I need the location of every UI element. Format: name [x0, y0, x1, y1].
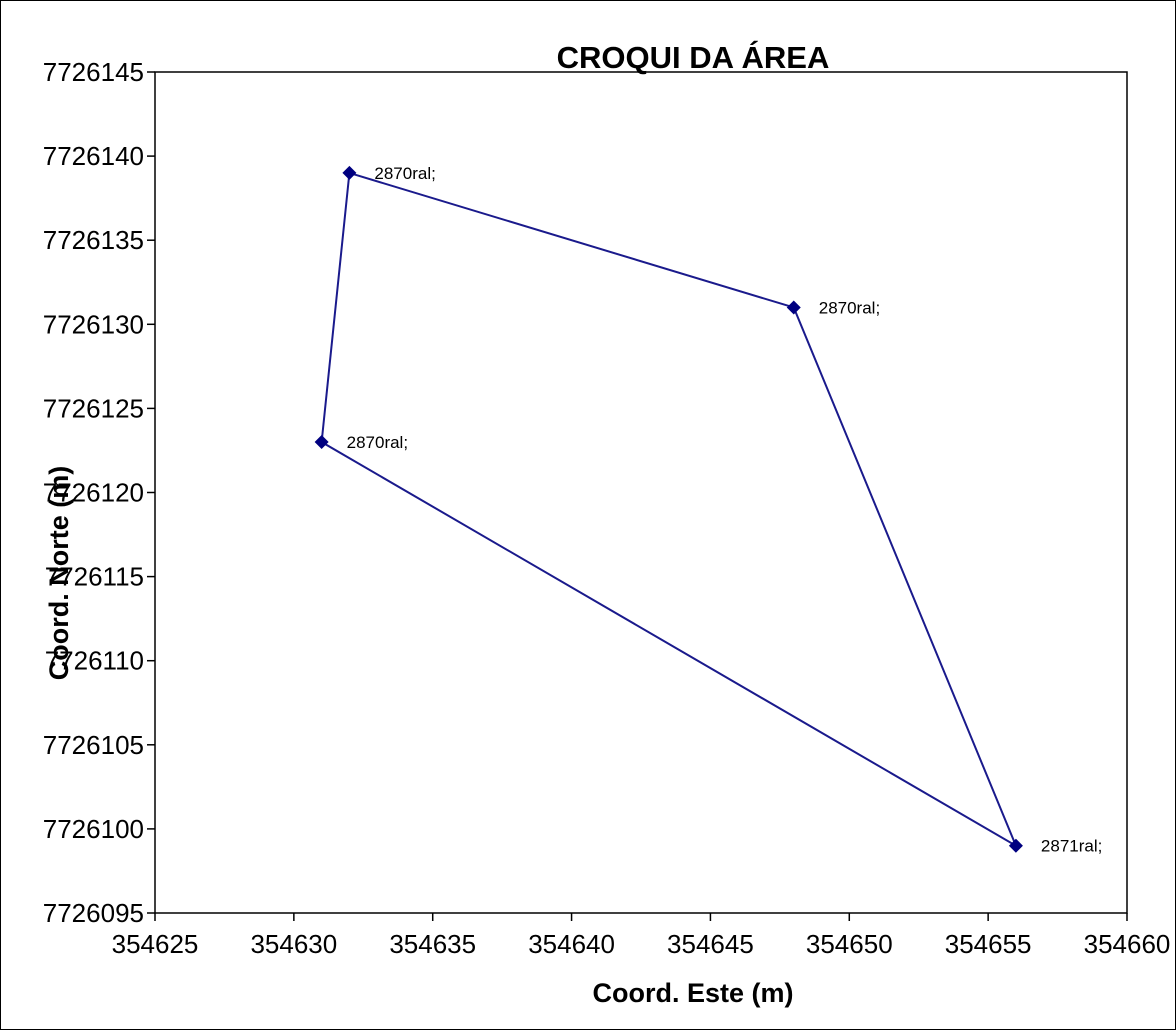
x-axis-ticks: 354625 354630 354635 354640 354645 354650 3546… — [112, 913, 1171, 959]
data-point-marker — [314, 435, 329, 450]
x-tick-label: 354655 — [945, 929, 1032, 959]
x-tick-label: 354625 — [112, 929, 199, 959]
y-tick-label: 7726115 — [45, 562, 144, 592]
y-tick-label: 7726095 — [43, 898, 144, 928]
data-point-label: 2871ral; — [1041, 837, 1102, 856]
x-tick-label: 354630 — [250, 929, 337, 959]
y-tick-label: 7726105 — [43, 730, 144, 760]
data-point-label: 2870ral; — [819, 298, 880, 317]
data-point-marker — [786, 300, 801, 315]
data-point-label: 2870ral; — [347, 433, 408, 452]
plot-area — [154, 71, 1128, 914]
y-tick-label: 7726130 — [43, 309, 144, 339]
data-points: 2870ral; 2870ral; 2871ral; 2870ral; — [314, 164, 1102, 856]
x-tick-label: 354635 — [389, 929, 476, 959]
y-tick-label: 7726100 — [43, 814, 144, 844]
y-axis-label: Coord. Norte (m) — [44, 466, 74, 680]
area-polygon — [320, 171, 1018, 849]
x-tick-label: 354640 — [528, 929, 615, 959]
data-point-label: 2870ral; — [374, 164, 435, 183]
y-tick-label: 7726125 — [43, 393, 144, 423]
x-tick-label: 354650 — [806, 929, 893, 959]
x-tick-label: 354660 — [1084, 929, 1171, 959]
chart-title: CROQUI DA ÁREA — [557, 40, 830, 75]
y-tick-label: 7726145 — [43, 57, 144, 87]
data-point-marker — [1008, 838, 1023, 853]
x-tick-label: 354645 — [667, 929, 754, 959]
y-tick-label: 7726140 — [43, 141, 144, 171]
y-tick-label: 7726120 — [43, 478, 144, 508]
y-tick-label: 7726110 — [45, 646, 144, 676]
x-axis-label: Coord. Este (m) — [592, 978, 793, 1008]
y-tick-label: 7726135 — [43, 225, 144, 255]
data-point-marker — [342, 165, 357, 180]
y-axis-ticks: 7726095 7726100 7726105 7726110 7726115 77261… — [43, 57, 155, 928]
